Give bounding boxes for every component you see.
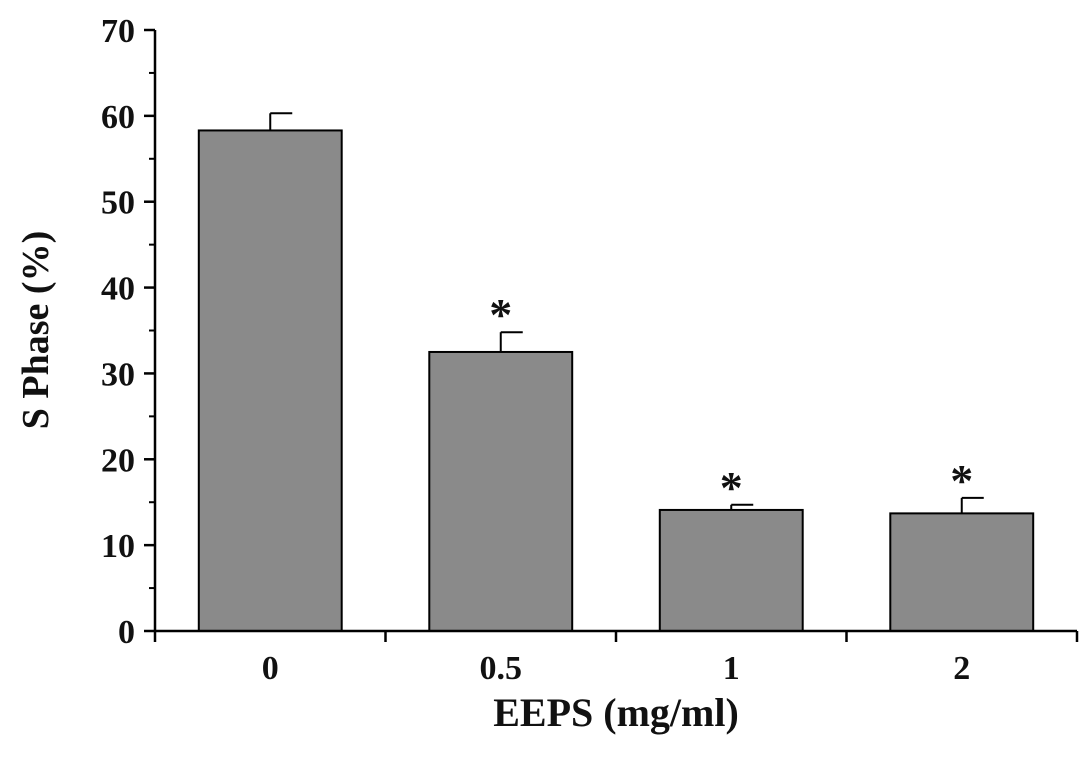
x-tick-label: 0.5 bbox=[480, 650, 523, 687]
significance-layer: * * * bbox=[489, 289, 973, 513]
significance-marker: * bbox=[489, 289, 512, 340]
error-bars-layer bbox=[269, 112, 984, 514]
bars-layer bbox=[197, 129, 1035, 633]
y-tick-label: 50 bbox=[101, 185, 135, 222]
y-tick-label: 30 bbox=[101, 356, 135, 393]
x-tick-label: 2 bbox=[953, 650, 970, 687]
y-tick-label: 0 bbox=[118, 614, 135, 651]
significance-marker: * bbox=[950, 455, 973, 506]
y-tick-label: 60 bbox=[101, 99, 135, 136]
y-tick-label: 40 bbox=[101, 271, 135, 308]
y-tick-label: 70 bbox=[101, 13, 135, 50]
bar-2 bbox=[889, 512, 1035, 633]
bar-1 bbox=[658, 508, 804, 633]
bar-0.5 bbox=[428, 350, 574, 632]
x-tick-label: 1 bbox=[723, 650, 740, 687]
y-axis-title: S Phase (%) bbox=[15, 231, 57, 429]
y-tick-label: 10 bbox=[101, 528, 135, 565]
x-axis-title: EEPS (mg/ml) bbox=[493, 690, 739, 735]
y-tick-label: 20 bbox=[101, 442, 135, 479]
x-ticks-layer: 0 0.5 1 2 bbox=[153, 631, 1079, 687]
bar-0 bbox=[197, 129, 343, 632]
x-tick-label: 0 bbox=[262, 650, 279, 687]
y-ticks-layer: 0 10 20 30 40 50 60 70 bbox=[101, 13, 155, 651]
significance-marker: * bbox=[720, 462, 743, 513]
